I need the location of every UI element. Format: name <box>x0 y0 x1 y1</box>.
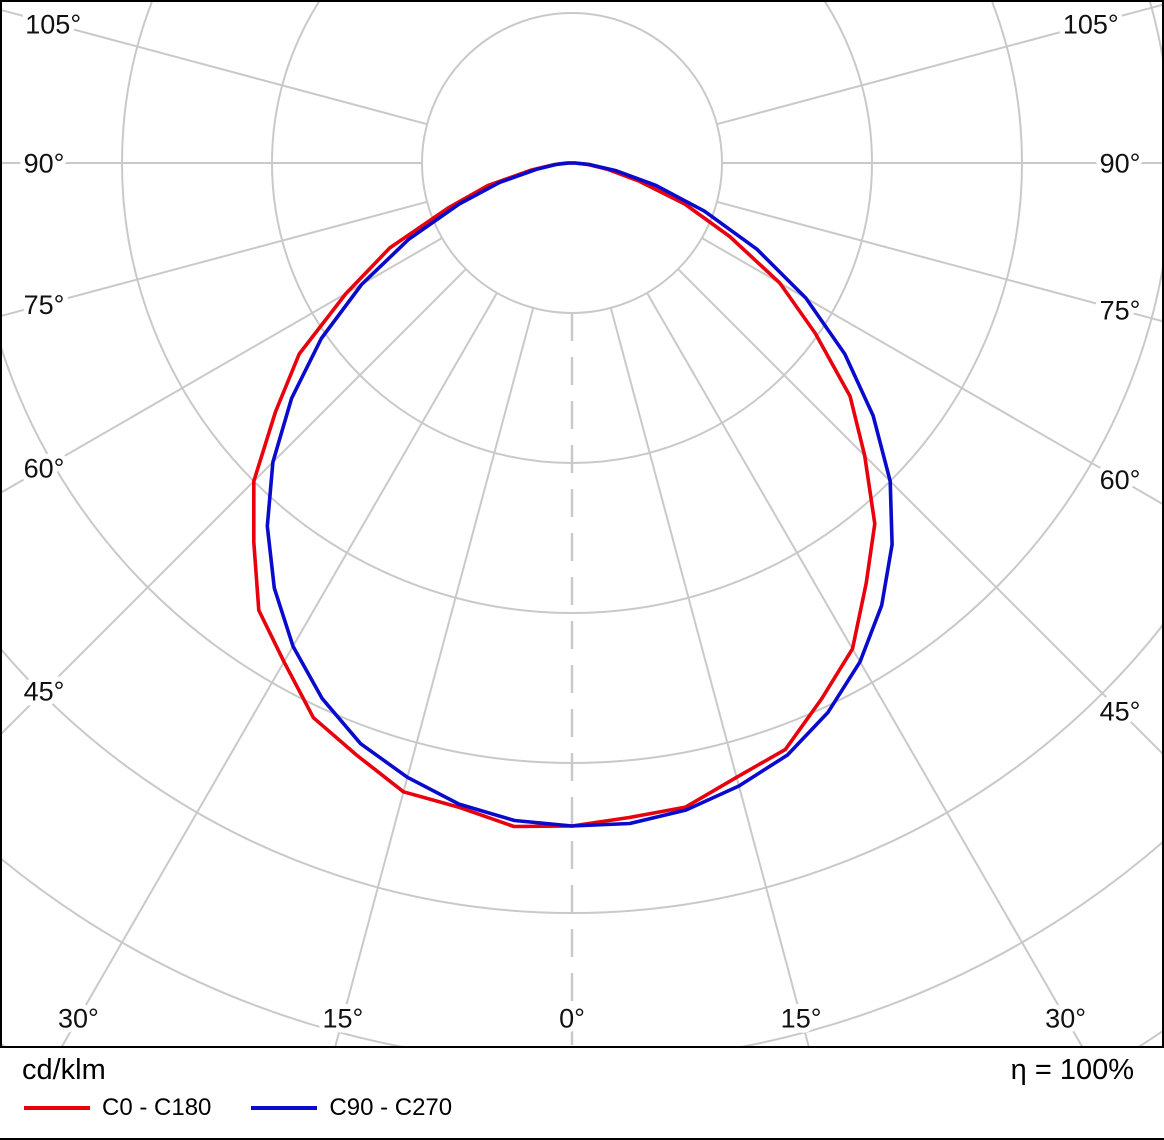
grid-ring <box>121 2 1023 614</box>
legend-line-blue <box>251 1106 318 1110</box>
gamma-angle-label: 45° <box>1100 696 1141 726</box>
gamma-angle-label: 75° <box>1100 295 1141 325</box>
gamma-angle-label: 90° <box>24 148 65 178</box>
curve-c0-c180 <box>252 161 877 829</box>
grid-ray <box>334 307 535 1046</box>
grid-ray <box>61 292 498 1046</box>
gamma-angle-label: 60° <box>24 453 65 483</box>
gamma-angle-label: 105° <box>1063 9 1119 39</box>
legend-label-c90-c270: C90 - C270 <box>329 1094 453 1121</box>
legend-line-red <box>24 1106 90 1110</box>
grid-ring <box>2 841 1162 1046</box>
gamma-angle-label: 15° <box>322 1003 363 1033</box>
gamma-angle-label: 15° <box>781 1003 822 1033</box>
grid-ring <box>2 2 1162 1046</box>
legend-item-c0-c180: C0 - C180 <box>24 1094 211 1122</box>
gamma-angle-label: 105° <box>25 9 81 39</box>
gamma-angle-label: 0° <box>559 1003 585 1033</box>
grid-ray <box>716 3 1162 126</box>
grid-ring <box>2 1030 1162 1046</box>
grid-ray <box>2 268 467 735</box>
grid-ray <box>2 237 443 494</box>
gamma-angle-label: 90° <box>1100 148 1141 178</box>
grid-ring <box>2 624 1162 914</box>
gamma-angle-label: 45° <box>24 676 65 706</box>
legend-item-c90-c270: C90 - C270 <box>251 1094 452 1122</box>
gamma-angle-label: 75° <box>24 290 65 320</box>
polar-grid <box>2 2 1162 1046</box>
chart-footer: cd/klm η = 100% C0 - C180 C90 - C270 <box>0 1048 1164 1140</box>
polar-plot-frame: 0° 15° 15° 30° 30° 45° 45° 60° 60° 75° 75° 90° 90° 10… <box>0 0 1164 1048</box>
grid-ray <box>2 9 428 126</box>
grid-ring <box>271 2 873 464</box>
legend-label-c0-c180: C0 - C180 <box>102 1094 212 1121</box>
grid-ray <box>716 200 1162 323</box>
grid-ray <box>609 307 810 1046</box>
curve-c90-c270 <box>265 161 894 828</box>
polar-luminous-intensity-chart: 0° 15° 15° 30° 30° 45° 45° 60° 60° 75° 75° 90° 90° 10… <box>2 2 1162 1046</box>
grid-ray <box>677 268 1162 755</box>
legend: C0 - C180 C90 - C270 <box>0 1086 1164 1122</box>
grid-ring <box>2 2 1162 764</box>
unit-label: cd/klm <box>22 1054 106 1086</box>
efficiency-label: η = 100% <box>1010 1054 1134 1086</box>
grid-ray <box>646 292 1083 1046</box>
gamma-angle-label: 60° <box>1100 465 1141 495</box>
gamma-angle-label: 30° <box>1045 1003 1086 1033</box>
gamma-angle-label: 30° <box>58 1003 99 1033</box>
footer-info-row: cd/klm η = 100% <box>0 1048 1164 1086</box>
grid-ray <box>2 200 428 317</box>
grid-ray <box>701 237 1162 505</box>
